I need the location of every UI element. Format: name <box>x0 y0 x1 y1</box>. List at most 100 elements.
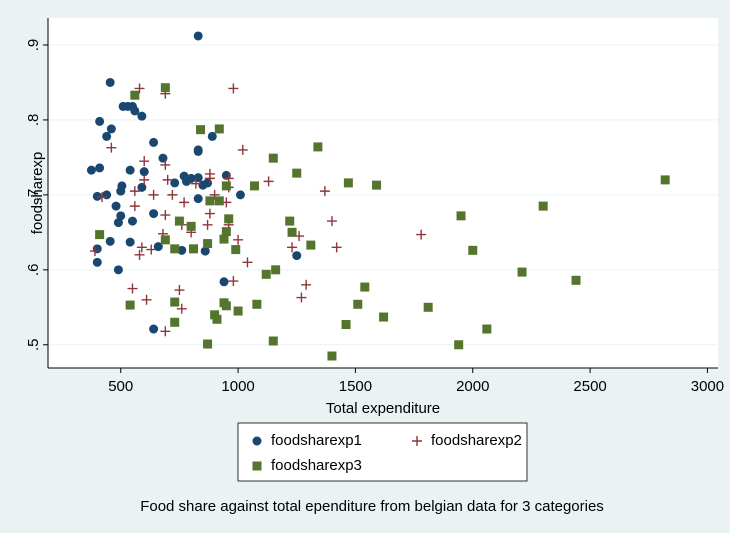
point <box>160 326 171 337</box>
point <box>660 175 670 185</box>
point <box>125 237 135 247</box>
point <box>341 320 351 330</box>
point <box>228 83 239 94</box>
point <box>261 269 271 279</box>
point <box>188 244 198 254</box>
point <box>423 302 433 312</box>
point <box>237 144 248 155</box>
point <box>117 181 127 191</box>
point <box>95 116 105 126</box>
point <box>416 229 427 240</box>
point <box>146 244 157 255</box>
point <box>198 180 208 190</box>
point <box>102 131 112 141</box>
point <box>136 242 147 253</box>
point <box>343 178 353 188</box>
point <box>379 312 389 322</box>
point <box>129 201 140 212</box>
point <box>92 191 102 201</box>
point <box>170 317 180 327</box>
point <box>193 194 203 204</box>
point <box>125 165 135 175</box>
point <box>287 242 298 253</box>
legend <box>237 422 528 482</box>
point <box>160 210 171 221</box>
point <box>86 165 96 175</box>
legend-symbol <box>412 436 422 446</box>
point <box>89 246 100 257</box>
y-tick-label: .5 <box>25 339 42 352</box>
point <box>167 189 178 200</box>
point <box>170 178 180 188</box>
point <box>214 196 224 206</box>
point <box>130 90 140 100</box>
point <box>134 249 145 260</box>
point <box>105 236 115 246</box>
point <box>372 180 382 190</box>
point <box>203 339 213 349</box>
point <box>233 306 243 316</box>
point <box>106 142 117 153</box>
point <box>127 283 138 294</box>
point <box>129 186 140 197</box>
x-axis-title: Total expenditure <box>326 400 440 417</box>
point <box>95 163 105 173</box>
point <box>287 227 297 237</box>
y-tick-label: .6 <box>25 264 42 277</box>
point <box>137 182 147 192</box>
point <box>113 218 123 228</box>
point <box>285 216 295 226</box>
point <box>176 303 187 314</box>
point <box>96 192 107 203</box>
point <box>160 83 170 93</box>
point <box>202 219 213 230</box>
point <box>196 125 206 135</box>
point <box>139 167 149 177</box>
x-tick-label: 1500 <box>339 378 372 395</box>
point <box>268 336 278 346</box>
point <box>174 285 185 296</box>
point <box>360 282 370 292</box>
point <box>158 153 168 163</box>
point <box>92 257 102 267</box>
point <box>149 137 159 147</box>
point <box>301 279 312 290</box>
point <box>170 244 180 254</box>
point <box>204 173 215 184</box>
point <box>153 242 163 252</box>
y-axis-title: foodsharexp <box>29 152 46 235</box>
point <box>233 234 244 245</box>
point <box>174 216 184 226</box>
point <box>130 106 140 116</box>
legend-label: foodsharexp2 <box>431 432 522 449</box>
point <box>571 275 581 285</box>
point <box>319 186 330 197</box>
point <box>224 214 234 224</box>
point <box>127 216 137 226</box>
point <box>482 324 492 334</box>
legend-symbol <box>252 461 262 471</box>
x-tick-label: 1000 <box>221 378 254 395</box>
point <box>105 77 115 87</box>
point <box>207 131 217 141</box>
point <box>327 351 337 361</box>
point <box>221 301 231 311</box>
point <box>134 83 145 94</box>
point <box>219 277 229 287</box>
point <box>268 153 278 163</box>
x-tick-label: 500 <box>108 378 133 395</box>
point <box>271 265 281 275</box>
point <box>92 244 102 254</box>
x-tick-label: 2500 <box>573 378 606 395</box>
point <box>263 176 274 187</box>
point <box>162 174 173 185</box>
point <box>306 240 316 250</box>
point <box>221 181 231 191</box>
point <box>190 178 201 189</box>
point <box>205 196 215 206</box>
point <box>177 245 187 255</box>
point <box>139 156 150 167</box>
point <box>148 189 159 200</box>
point <box>186 221 196 231</box>
